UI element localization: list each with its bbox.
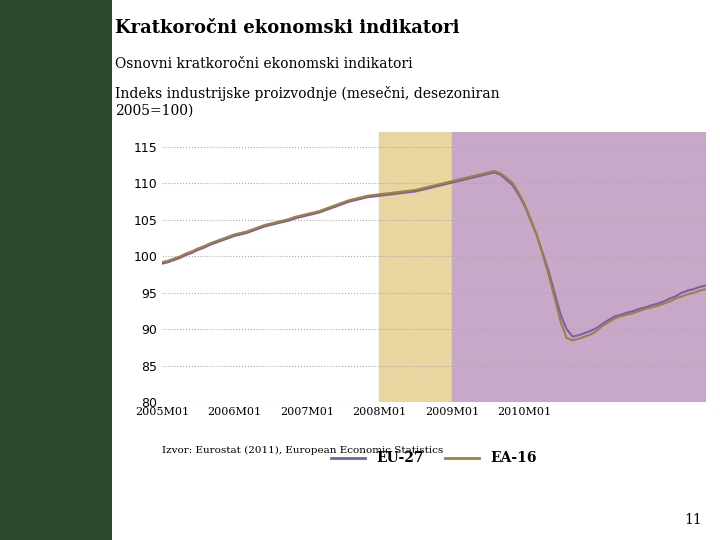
Bar xyxy=(379,132,452,402)
Text: Indeks industrijske proizvodnje (mesečni, desezoniran
2005=100): Indeks industrijske proizvodnje (mesečni… xyxy=(115,86,500,118)
Text: 11: 11 xyxy=(684,512,702,526)
Legend: EU-27, EA-16: EU-27, EA-16 xyxy=(325,446,543,471)
Text: Izvor: Eurostat (2011), European Economic Statistics: Izvor: Eurostat (2011), European Economi… xyxy=(162,446,444,455)
Text: Kratkoročni ekonomski indikatori: Kratkoročni ekonomski indikatori xyxy=(115,19,459,37)
Bar xyxy=(452,132,706,402)
Text: Osnovni kratkoročni ekonomski indikatori: Osnovni kratkoročni ekonomski indikatori xyxy=(115,57,413,71)
